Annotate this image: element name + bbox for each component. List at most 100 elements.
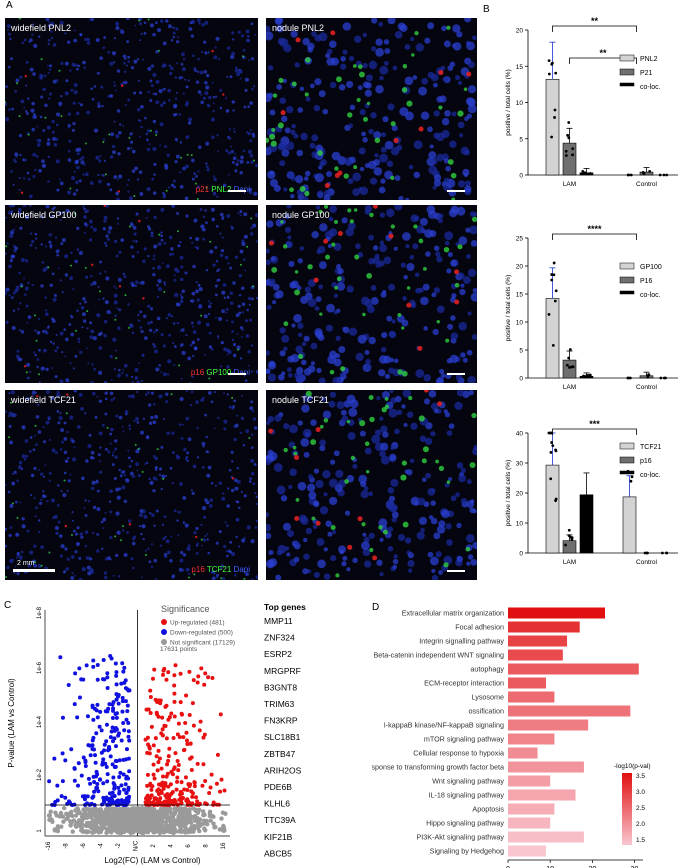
point-down-regulated (101, 757, 106, 762)
point-not-significant (179, 807, 184, 813)
point-up-regulated (170, 772, 175, 777)
data-point (565, 363, 569, 367)
point-down-regulated (121, 721, 126, 726)
pathway-label: response to transforming growth factor b… (372, 763, 504, 772)
point-down-regulated (83, 763, 88, 768)
point-not-significant (78, 820, 84, 826)
point-up-regulated (152, 667, 157, 672)
point-not-significant (175, 817, 180, 823)
point-down-regulated (126, 720, 131, 725)
point-not-significant (155, 814, 161, 819)
data-point (581, 170, 585, 173)
point-not-significant (47, 817, 52, 822)
point-not-significant (55, 828, 61, 834)
point-down-regulated (121, 772, 126, 777)
point-not-significant (139, 808, 144, 813)
point-not-significant (61, 805, 67, 811)
point-not-significant (131, 823, 137, 828)
colorbar-tick-label: 1.5 (636, 837, 645, 844)
point-up-regulated (159, 731, 164, 736)
point-down-regulated (86, 776, 91, 781)
point-up-regulated (209, 772, 214, 777)
point-up-regulated (148, 695, 153, 700)
point-down-regulated (98, 709, 103, 714)
point-down-regulated (125, 800, 130, 805)
point-up-regulated (204, 802, 209, 807)
point-up-regulated (166, 670, 171, 675)
data-point (554, 289, 558, 293)
point-up-regulated (178, 789, 183, 794)
point-down-regulated (73, 671, 78, 676)
enrichment-bar (508, 719, 589, 731)
data-point (629, 479, 633, 483)
point-down-regulated (109, 729, 114, 734)
point-up-regulated (171, 736, 176, 741)
legend-label: P21 (640, 70, 653, 77)
point-not-significant (188, 820, 194, 826)
legend-marker (161, 639, 167, 645)
point-down-regulated (110, 716, 115, 721)
pathway-label: PI3K-Akt signaling pathway (417, 833, 505, 842)
x-tick-label: N/C (134, 840, 140, 851)
point-not-significant (122, 808, 127, 813)
stain-label: TCF21 (204, 565, 232, 574)
point-down-regulated (82, 797, 87, 802)
point-not-significant (143, 806, 148, 811)
point-not-significant (197, 823, 202, 829)
point-not-significant (138, 812, 144, 817)
point-up-regulated (148, 711, 153, 716)
point-up-regulated (172, 699, 177, 704)
stain-label: p16 (190, 368, 205, 377)
y-tick-label: 1 (37, 829, 43, 833)
point-not-significant (172, 811, 178, 816)
point-up-regulated (157, 756, 162, 761)
point-down-regulated (123, 686, 128, 691)
point-up-regulated (176, 768, 181, 773)
point-up-regulated (155, 699, 160, 704)
point-down-regulated (122, 787, 127, 792)
data-point (587, 172, 591, 176)
point-up-regulated (167, 746, 172, 751)
point-down-regulated (122, 728, 127, 733)
point-up-regulated (208, 785, 213, 790)
point-not-significant (95, 826, 100, 832)
point-not-significant (221, 823, 226, 829)
point-up-regulated (188, 741, 193, 746)
data-point (570, 538, 574, 541)
data-point (659, 376, 663, 380)
point-down-regulated (55, 783, 60, 788)
point-down-regulated (101, 781, 106, 786)
point-not-significant (48, 809, 53, 814)
point-up-regulated (192, 780, 197, 785)
pathway-label: Hippo signaling pathway (426, 819, 504, 828)
significance-bracket (552, 25, 637, 32)
point-up-regulated (155, 768, 160, 773)
point-not-significant (185, 820, 190, 825)
y-tick-label: 5 (519, 348, 523, 355)
panel-letter-c: C (4, 600, 12, 611)
point-down-regulated (126, 734, 131, 739)
point-up-regulated (191, 723, 196, 728)
x-tick-label: 20 (588, 866, 596, 868)
point-down-regulated (77, 666, 82, 671)
point-not-significant (98, 828, 104, 833)
y-tick-label: 10 (516, 521, 524, 528)
point-up-regulated (203, 671, 208, 676)
bar-chart-1: 0 5 10 15 20 positive / total cells (%) LAM Con… (505, 16, 678, 188)
point-not-significant (120, 816, 126, 822)
data-point (584, 171, 588, 175)
point-down-regulated (105, 675, 110, 680)
point-up-regulated (173, 663, 178, 668)
data-point (583, 375, 586, 379)
point-down-regulated (66, 682, 71, 687)
data-point (550, 62, 554, 66)
pathway-label: Wnt signaling pathway (432, 777, 504, 786)
point-up-regulated (164, 736, 169, 741)
point-down-regulated (120, 661, 125, 666)
stain-label: Dapi (231, 565, 250, 574)
point-up-regulated (145, 735, 150, 740)
point-not-significant (60, 814, 66, 819)
panel-letter-a: A (6, 0, 13, 11)
point-not-significant (166, 806, 171, 811)
micrograph-label: widefield TCF21 (11, 395, 76, 405)
